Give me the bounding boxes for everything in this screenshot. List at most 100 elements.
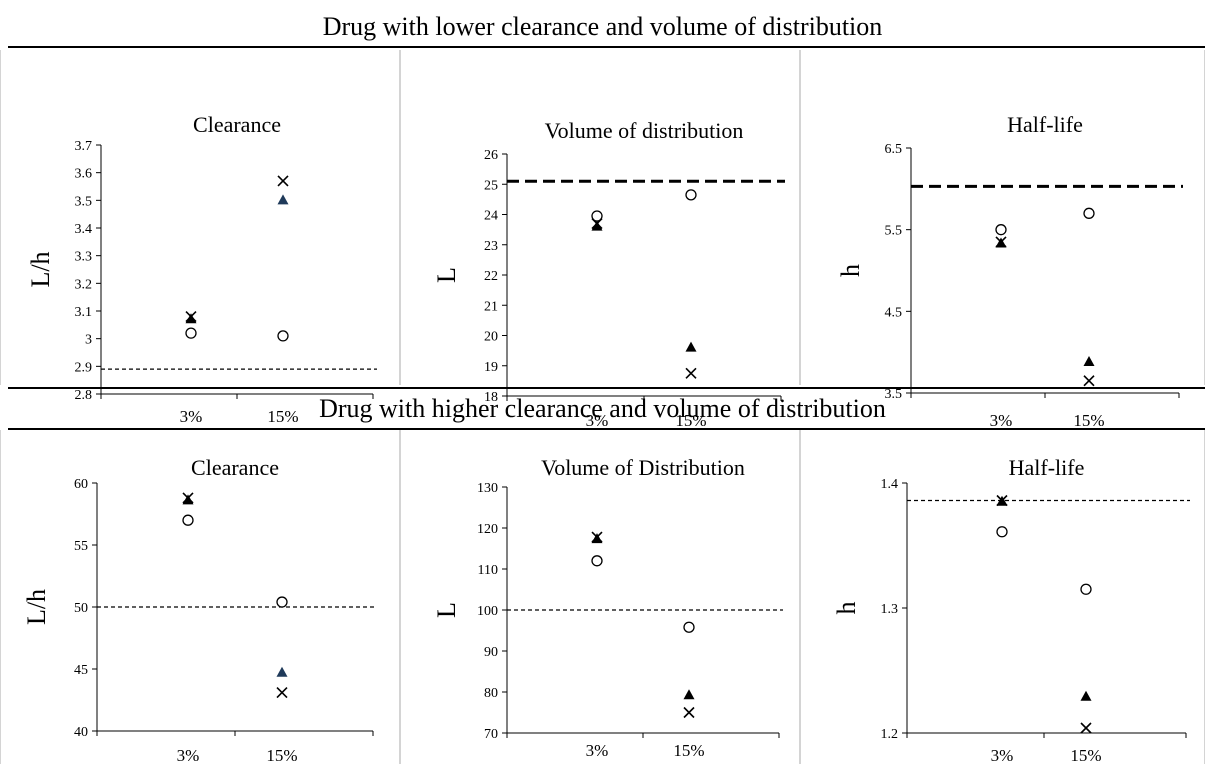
- data-point-triangle: [277, 194, 289, 205]
- y-tick-label: 2.9: [75, 360, 93, 375]
- data-point-x: [1080, 722, 1092, 734]
- y-tick-label: 18: [484, 390, 498, 405]
- data-point-circle: [591, 555, 603, 567]
- x-tick-label: 15%: [266, 746, 297, 764]
- x-tick-label: 15%: [267, 407, 298, 426]
- data-point-circle: [185, 327, 197, 339]
- y-tick-label: 1.4: [881, 477, 899, 492]
- data-point-x: [277, 175, 289, 187]
- data-point-triangle: [1080, 690, 1092, 701]
- y-tick-label: 3.1: [75, 305, 93, 320]
- y-tick-label: 3.5: [885, 387, 903, 402]
- y-tick-label: 25: [484, 178, 498, 193]
- chart-svg: Half-life h 6.5 5.5 4.5 3.5 3% 15%: [836, 112, 1183, 430]
- chart-title: Volume of Distribution: [541, 455, 745, 480]
- data-point-x: [185, 310, 197, 323]
- data-point-x: [591, 531, 603, 543]
- chart-panel-3: Half-life h 6.5 5.5 4.5 3.5 3% 15%: [800, 50, 1205, 430]
- y-tick-label: 1.2: [881, 727, 899, 742]
- y-tick-label: 5.5: [885, 224, 903, 239]
- x-tick-label: 3%: [177, 746, 200, 764]
- y-tick-label: 130: [477, 481, 498, 496]
- x-tick-label: 15%: [673, 741, 704, 760]
- y-tick-label: 90: [484, 645, 498, 660]
- data-point-circle: [683, 621, 695, 633]
- y-tick-label: 23: [484, 239, 498, 254]
- x-tick-label: 15%: [1073, 411, 1104, 430]
- y-tick-label: 80: [484, 686, 498, 701]
- data-point-triangle: [683, 689, 695, 700]
- y-tick-label: 60: [74, 477, 88, 492]
- data-point-triangle: [182, 494, 194, 505]
- data-point-x: [591, 218, 603, 230]
- y-tick-label: 22: [484, 269, 498, 284]
- data-point-circle: [996, 526, 1008, 538]
- chart-title: Half-life: [1007, 112, 1083, 137]
- y-tick-label: 3: [85, 333, 92, 348]
- y-tick-label: 4.5: [885, 305, 903, 320]
- x-tick-label: 3%: [991, 746, 1014, 764]
- chart-panel-1: Clearance L/h 3.7 3.6 3.5 3.4 3.3 3.2 3.1 3 2.9 2.8…: [0, 50, 400, 426]
- y-tick-label: 26: [484, 148, 498, 163]
- y-tick-label: 110: [478, 563, 498, 578]
- data-point-circle: [182, 514, 194, 526]
- y-tick-label: 3.2: [75, 277, 93, 292]
- y-axis-label: h: [832, 602, 861, 615]
- y-tick-label: 50: [74, 601, 88, 616]
- y-tick-label: 40: [74, 725, 88, 740]
- data-point-x: [995, 236, 1007, 248]
- y-tick-label: 3.4: [75, 222, 93, 237]
- x-tick-label: 3%: [586, 411, 609, 430]
- data-point-x: [1083, 375, 1095, 387]
- section-divider-middle: [8, 387, 1205, 389]
- x-tick-label: 3%: [180, 407, 203, 426]
- data-point-x: [996, 494, 1008, 507]
- chart-svg: Volume of Distribution L 130 120 110 100 90 80 7…: [432, 455, 783, 760]
- y-tick-label: 120: [477, 522, 498, 537]
- y-tick-label: 2.8: [75, 388, 93, 403]
- chart-svg: Clearance L/h 60 55 50 45 40 3% 15%: [22, 455, 377, 764]
- y-tick-label: 6.5: [885, 142, 903, 157]
- chart-title: Volume of distribution: [545, 118, 744, 143]
- x-tick-label: 3%: [990, 411, 1013, 430]
- x-tick-label: 15%: [675, 411, 706, 430]
- data-point-x: [182, 492, 194, 504]
- chart-title: Half-life: [1009, 455, 1085, 480]
- y-tick-label: 1.3: [881, 602, 899, 617]
- y-tick-label: 3.6: [75, 167, 93, 182]
- y-axis-label: L: [432, 267, 461, 283]
- data-point-x: [276, 686, 288, 699]
- y-tick-label: 70: [484, 727, 498, 742]
- y-axis-label: L: [432, 602, 461, 618]
- section-title-lower: Drug with lower clearance and volume of …: [322, 12, 883, 41]
- chart-panel-4: Clearance L/h 60 55 50 45 40 3% 15%: [0, 430, 400, 764]
- chart-panel-5: Volume of Distribution L 130 120 110 100 90 80 7…: [400, 430, 800, 764]
- y-tick-label: 3.5: [75, 194, 93, 209]
- y-axis-label: L/h: [26, 251, 55, 287]
- chart-svg: Volume of distribution L 26 25 24 23 22 21 20 19 1…: [432, 118, 785, 430]
- y-tick-label: 3.3: [75, 250, 93, 265]
- data-point-triangle: [591, 220, 603, 231]
- data-point-circle: [1080, 583, 1092, 595]
- x-tick-label: 3%: [586, 741, 609, 760]
- section-divider-top: [8, 46, 1205, 48]
- chart-title: Clearance: [193, 112, 281, 137]
- data-point-circle: [1083, 207, 1095, 219]
- section-title-higher: Drug with higher clearance and volume of…: [319, 394, 886, 423]
- chart-panel-6: Half-life h 1.4 1.3 1.2 3% 15%: [800, 430, 1205, 764]
- data-point-circle: [276, 596, 288, 608]
- data-point-circle: [685, 189, 697, 201]
- y-tick-label: 45: [74, 663, 88, 678]
- data-point-triangle: [685, 341, 697, 352]
- y-axis-label: L/h: [22, 589, 51, 625]
- data-point-x: [683, 706, 695, 719]
- chart-svg: Clearance L/h 3.7 3.6 3.5 3.4 3.3 3.2 3.1 3 2.9 2.8…: [26, 112, 377, 426]
- data-point-circle: [277, 330, 289, 342]
- y-tick-label: 55: [74, 539, 88, 554]
- y-tick-label: 24: [484, 209, 498, 224]
- data-point-triangle: [185, 313, 197, 324]
- y-tick-label: 100: [477, 604, 498, 619]
- y-tick-label: 19: [484, 360, 498, 375]
- y-axis-label: h: [836, 264, 865, 277]
- chart-panel-2: Volume of distribution L 26 25 24 23 22 21 20 19 1…: [400, 50, 800, 430]
